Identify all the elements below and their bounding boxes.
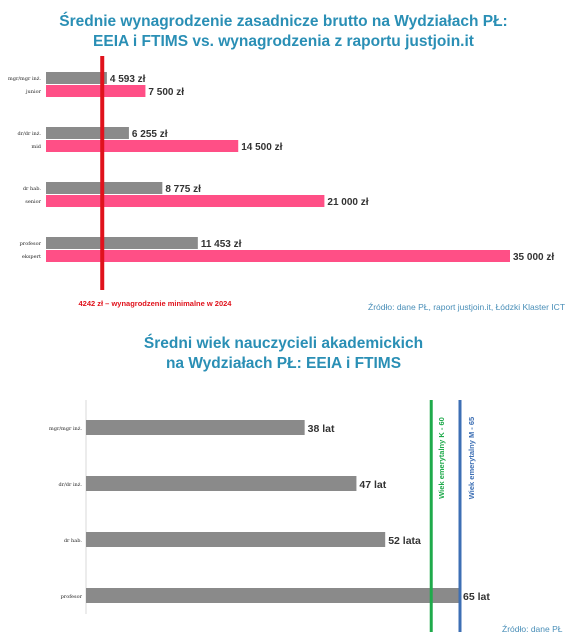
- value-label-industry-3: 35 000 zł: [513, 252, 554, 263]
- value-label-academic-2: 8 775 zł: [165, 184, 201, 195]
- category-label-3: profesor: [61, 594, 83, 600]
- chart2-title: Średni wiek nauczycieli akademickich na …: [0, 334, 567, 374]
- bar-industry-0: [46, 85, 146, 97]
- retirement-k-label: Wiek emerytalny K - 60: [437, 417, 446, 499]
- salary-chart: mgr/mgr inż. junior 4 593 zł7 500 zł dr/dr …: [8, 56, 554, 308]
- retirement-m-label: Wiek emerytalny M - 65: [467, 417, 476, 499]
- bar-age-1: [86, 476, 357, 491]
- bar-age-0: [86, 420, 305, 435]
- bar-industry-3: [46, 250, 510, 262]
- value-label-industry-1: 14 500 zł: [241, 142, 282, 153]
- bar-academic-3: [46, 237, 198, 249]
- chart1-source: Źródło: dane PŁ, raport justjoin.it, Łód…: [368, 302, 566, 312]
- retirement-m-line: [458, 400, 462, 632]
- category-label-academic-1: dr/dr inż.: [18, 131, 42, 137]
- bar-age-2: [86, 532, 386, 547]
- value-label-industry-0: 7 500 zł: [148, 87, 184, 98]
- chart1-title: Średnie wynagrodzenie zasadnicze brutto …: [0, 12, 567, 52]
- category-label-1: dr/dr inż.: [59, 482, 83, 488]
- chart2-source: Źródło: dane PŁ: [502, 624, 563, 634]
- bar-industry-1: [46, 140, 239, 152]
- bar-industry-2: [46, 195, 325, 207]
- value-label-3: 65 lat: [463, 591, 490, 603]
- category-label-industry-3: ekspert: [22, 254, 41, 260]
- chart1-title-line-2: EEIA i FTIMS vs. wynagrodzenia z raportu…: [93, 33, 474, 50]
- category-label-industry-2: senior: [25, 199, 41, 205]
- value-label-academic-3: 11 453 zł: [201, 239, 242, 250]
- category-label-2: dr hab.: [64, 538, 83, 544]
- chart2-title-line-1: Średni wiek nauczycieli akademickich: [143, 335, 424, 352]
- value-label-2: 52 lata: [388, 535, 421, 547]
- min-wage-line: [100, 56, 105, 290]
- value-label-industry-2: 21 000 zł: [327, 197, 368, 208]
- value-label-1: 47 lat: [359, 479, 386, 491]
- chart1-title-line-1: Średnie wynagrodzenie zasadnicze brutto …: [59, 13, 508, 30]
- value-label-academic-0: 4 593 zł: [110, 74, 146, 85]
- min-wage-label: 4242 zł – wynagrodzenie minimalne w 2024: [79, 299, 233, 308]
- category-label-0: mgr/mgr inż.: [49, 426, 82, 432]
- category-label-industry-1: mid: [31, 144, 41, 150]
- bar-academic-0: [46, 72, 107, 84]
- value-label-0: 38 lat: [308, 423, 335, 435]
- category-label-industry-0: junior: [25, 89, 42, 95]
- category-label-academic-2: dr hab.: [23, 186, 42, 192]
- bar-age-3: [86, 588, 460, 603]
- category-label-academic-0: mgr/mgr inż.: [8, 76, 41, 82]
- retirement-k-line: [429, 400, 433, 632]
- category-label-academic-3: profesor: [20, 241, 42, 247]
- bar-academic-1: [46, 127, 129, 139]
- value-label-academic-1: 6 255 zł: [132, 129, 168, 140]
- chart2-title-line-2: na Wydziałach PŁ: EEIA i FTIMS: [165, 355, 402, 372]
